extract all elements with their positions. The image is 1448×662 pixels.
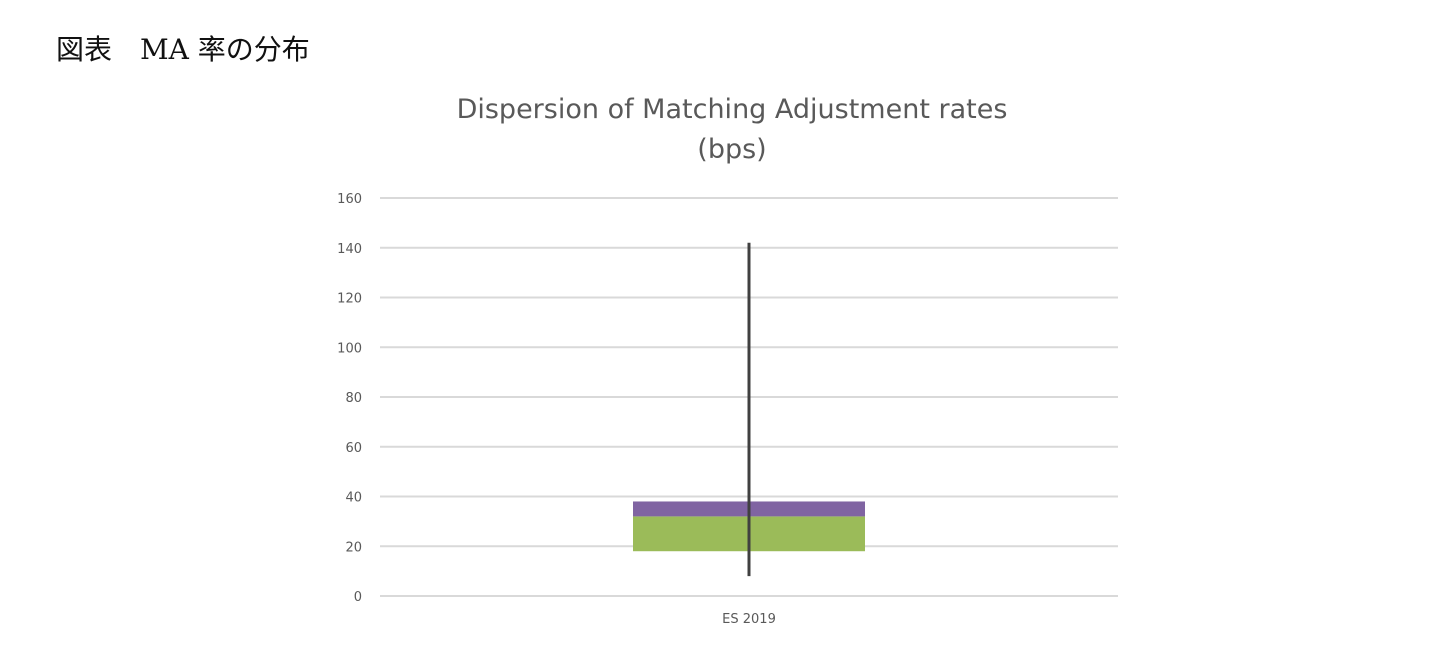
figure-caption: 図表 MA 率の分布 — [56, 33, 310, 66]
chart-title-line-1: Dispersion of Matching Adjustment rates — [456, 94, 1008, 125]
chart-title-line-2: (bps) — [697, 134, 767, 165]
chart-title: Dispersion of Matching Adjustment rates … — [380, 90, 1084, 170]
x-category-label: ES 2019 — [722, 612, 776, 627]
box-plot-marks — [633, 242, 865, 577]
y-tick-label-60: 60 — [345, 441, 362, 456]
y-tick-label-160: 160 — [337, 192, 362, 207]
y-tick-label-140: 140 — [337, 242, 362, 257]
y-tick-label-120: 120 — [337, 292, 362, 307]
y-tick-label-80: 80 — [345, 391, 362, 406]
y-tick-label-100: 100 — [337, 341, 362, 356]
y-axis-tick-labels: 0 20 40 60 80 100 120 140 160 — [337, 192, 362, 605]
y-tick-label-20: 20 — [345, 540, 362, 555]
y-tick-label-40: 40 — [345, 491, 362, 506]
y-tick-label-0: 0 — [354, 590, 362, 605]
x-axis-category-labels: ES 2019 — [722, 612, 776, 627]
